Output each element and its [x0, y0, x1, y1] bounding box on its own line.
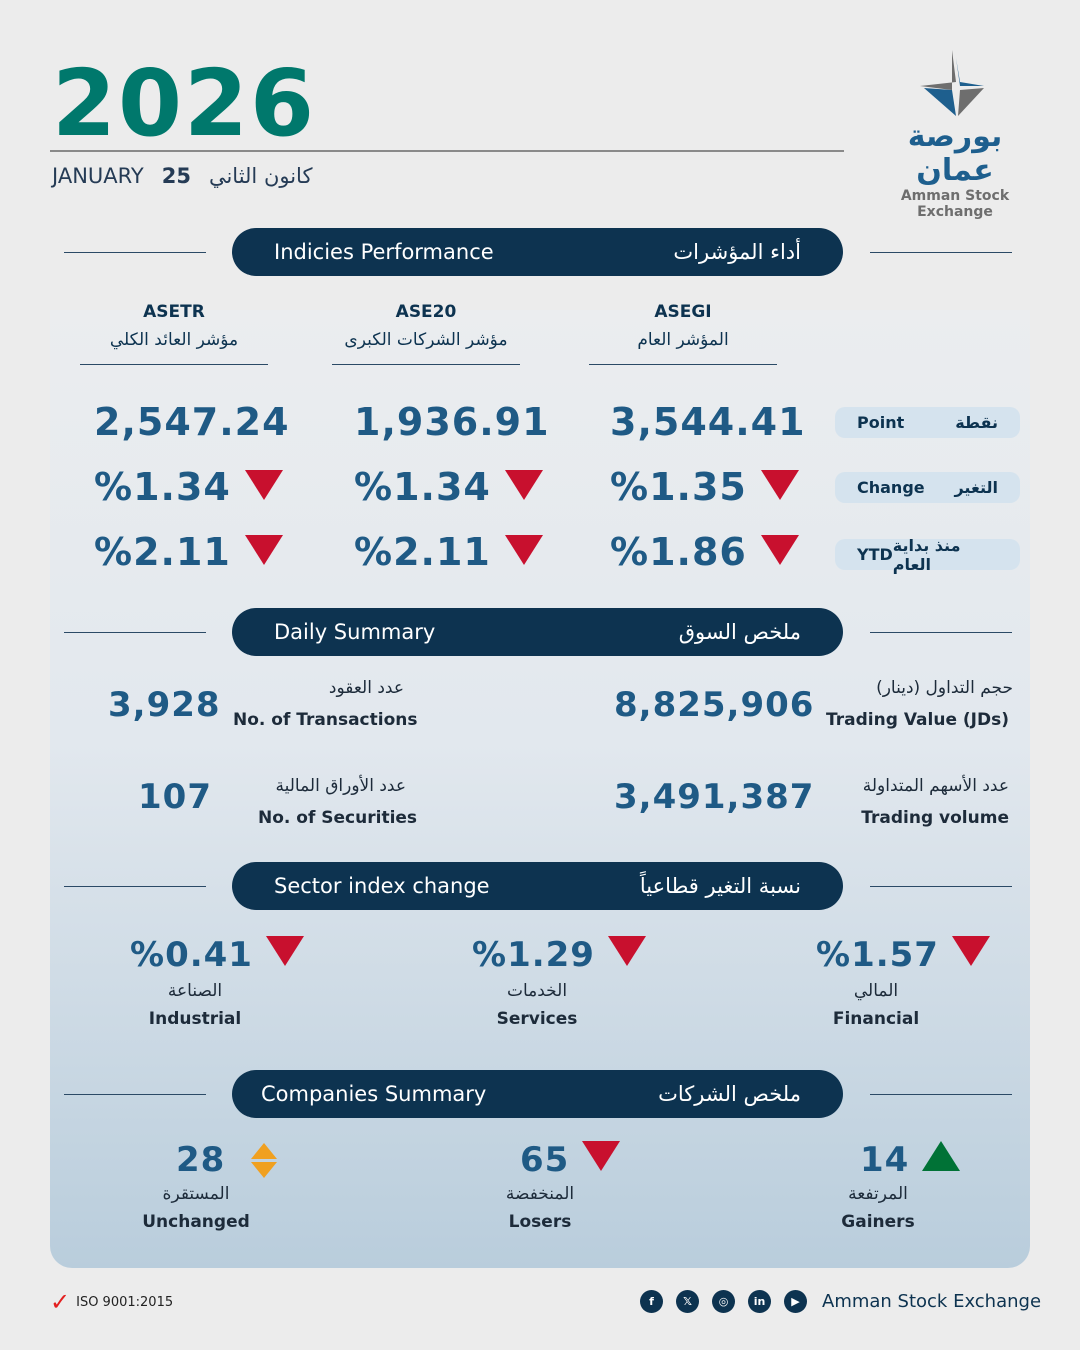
title-ar: أداء المؤشرات — [673, 240, 801, 264]
down-arrow-icon — [505, 535, 544, 565]
check-icon: ✓ — [50, 1288, 71, 1316]
year-title: 2026 — [52, 50, 317, 157]
logo-ar: بورصة عمان — [907, 119, 1003, 188]
trading-volume-value: 3,491,387 — [614, 777, 815, 817]
indices-section-header: Indicies Performance أداء المؤشرات — [232, 228, 843, 276]
row-label-change: Change التغير — [835, 472, 1020, 503]
ase-logo: بورصة عمان Amman Stock Exchange — [880, 50, 1030, 220]
row-label-point: Point نقطة — [835, 407, 1020, 438]
unchanged-arrows-icon — [251, 1142, 278, 1178]
month-ar: كانون الثاني — [208, 164, 313, 188]
linkedin-icon[interactable]: in — [748, 1290, 771, 1313]
star-logo-icon — [920, 50, 984, 116]
day: 25 — [161, 164, 191, 188]
up-arrow-icon — [922, 1141, 961, 1171]
instagram-icon[interactable]: ◎ — [712, 1290, 735, 1313]
youtube-icon[interactable]: ▶ — [784, 1290, 807, 1313]
col-asegi: ASEGI المؤشر العام — [589, 302, 777, 365]
divider — [870, 252, 1012, 253]
down-arrow-icon — [761, 470, 800, 500]
asegi-ytd: %1.86 — [610, 530, 800, 574]
divider — [64, 632, 206, 633]
social-links: f 𝕏 ◎ in ▶ Amman Stock Exchange — [640, 1290, 1041, 1313]
row-label-ytd: YTD منذ بداية العام — [835, 536, 1020, 574]
securities-label-en: No. of Securities — [258, 808, 418, 828]
down-arrow-icon — [761, 535, 800, 565]
trading-value-label-en: Trading Value (JDs) — [826, 710, 1009, 730]
sector-services: %1.29 الخدمات Services — [472, 935, 672, 1029]
divider — [870, 1094, 1012, 1095]
companies-losers: 65 المنخفضة Losers — [484, 1140, 644, 1232]
trading-volume-label-en: Trading volume — [861, 808, 1009, 828]
footer-brand[interactable]: Amman Stock Exchange — [822, 1291, 1042, 1312]
down-arrow-icon — [245, 470, 284, 500]
transactions-value: 3,928 — [108, 685, 221, 725]
down-arrow-icon — [607, 936, 646, 966]
ase20-ytd: %2.11 — [354, 530, 544, 574]
transactions-label-ar: عدد العقود — [328, 678, 404, 698]
divider — [64, 886, 206, 887]
asetr-ytd: %2.11 — [94, 530, 284, 574]
asetr-point: 2,547.24 — [94, 400, 290, 444]
asegi-change: %1.35 — [610, 465, 800, 509]
sectors-section-header: Sector index change نسبة التغير قطاعياً — [232, 862, 843, 910]
sector-industrial: %0.41 الصناعة Industrial — [130, 935, 330, 1029]
asegi-point: 3,544.41 — [610, 400, 806, 444]
divider — [64, 252, 206, 253]
down-arrow-icon — [951, 936, 990, 966]
trading-volume-label-ar: عدد الأسهم المتداولة — [862, 776, 1009, 796]
divider — [64, 1094, 206, 1095]
down-arrow-icon — [245, 535, 284, 565]
securities-label-ar: عدد الأوراق المالية — [275, 776, 406, 796]
trading-value-label-ar: حجم التداول (دينار) — [876, 678, 1013, 698]
logo-en: Amman Stock Exchange — [900, 188, 1010, 220]
down-arrow-icon — [505, 470, 544, 500]
divider — [870, 632, 1012, 633]
trading-value: 8,825,906 — [614, 685, 815, 725]
down-arrow-icon — [582, 1141, 621, 1171]
sector-financial: %1.57 المالي Financial — [816, 935, 1016, 1029]
divider — [870, 886, 1012, 887]
header-divider — [50, 150, 844, 152]
col-asetr: ASETR مؤشر العائد الكلي — [80, 302, 268, 365]
securities-value: 107 — [138, 777, 212, 817]
companies-unchanged: 28 المستقرة Unchanged — [140, 1140, 280, 1232]
title-en: Indicies Performance — [274, 240, 494, 264]
companies-gainers: 14 المرتفعة Gainers — [822, 1140, 982, 1232]
col-ase20: ASE20 مؤشر الشركات الكبرى — [332, 302, 520, 365]
facebook-icon[interactable]: f — [640, 1290, 663, 1313]
ase20-point: 1,936.91 — [354, 400, 550, 444]
down-arrow-icon — [265, 936, 304, 966]
ase20-change: %1.34 — [354, 465, 544, 509]
asetr-change: %1.34 — [94, 465, 284, 509]
transactions-label-en: No. of Transactions — [233, 710, 418, 730]
companies-section-header: Companies Summary ملخص الشركات — [232, 1070, 843, 1118]
iso-badge: ✓ ISO 9001:2015 — [50, 1288, 174, 1316]
x-icon[interactable]: 𝕏 — [676, 1290, 699, 1313]
date: JANUARY 25 كانون الثاني — [52, 164, 312, 188]
daily-section-header: Daily Summary ملخص السوق — [232, 608, 843, 656]
month-en: JANUARY — [52, 164, 144, 188]
